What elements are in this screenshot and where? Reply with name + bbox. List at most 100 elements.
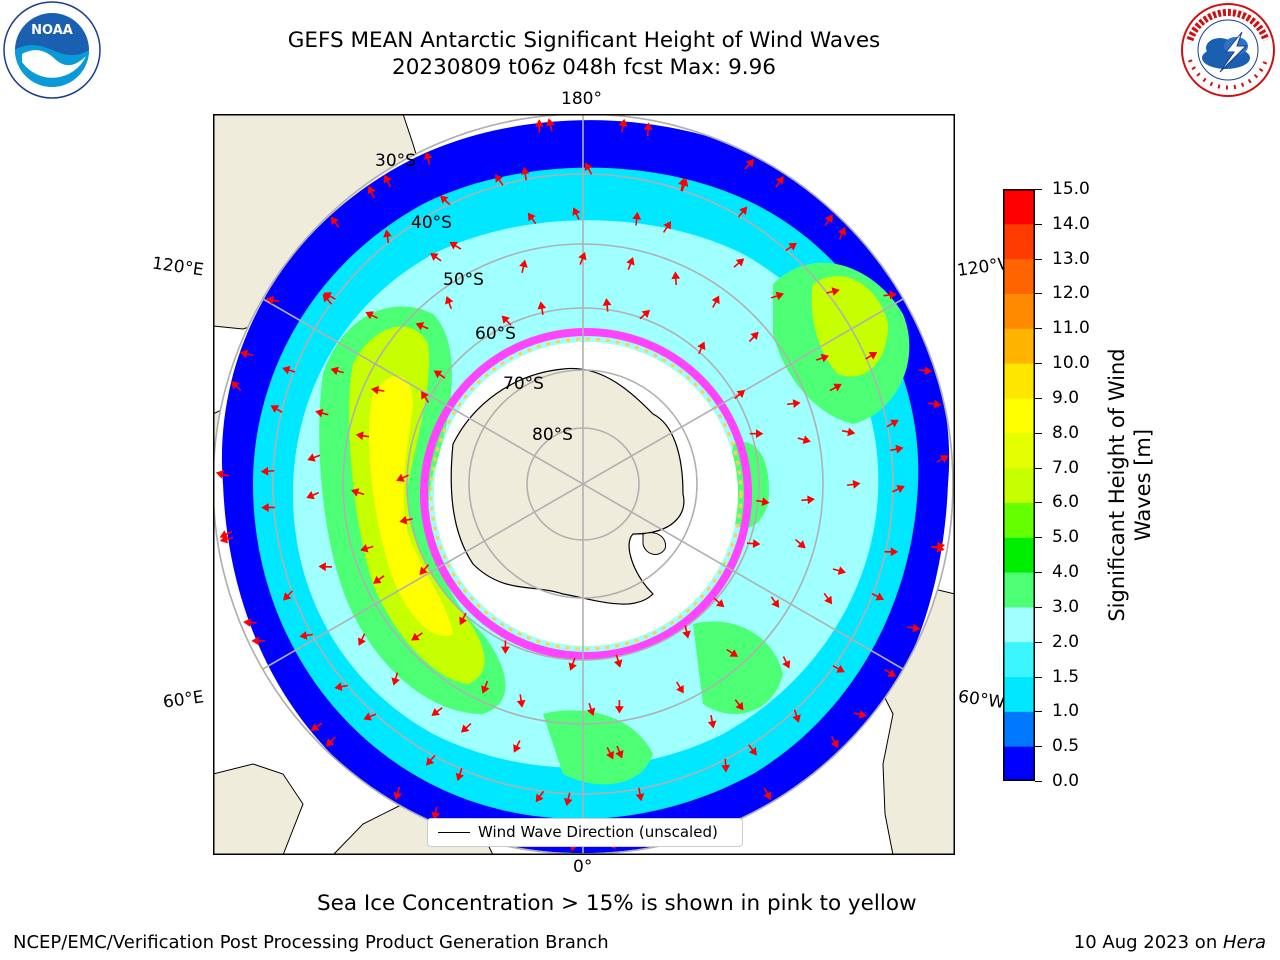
wind-wave-arrow [615,745,624,759]
wind-wave-arrow [513,740,522,753]
wind-wave-arrow [890,444,904,454]
colorbar-swatch [1003,606,1035,643]
wind-wave-arrow [711,295,720,308]
wind-wave-arrow [325,736,336,747]
wind-wave-arrow [846,480,861,489]
lat-label-80s: 80°S [532,425,573,445]
wind-wave-arrow [936,455,949,463]
wind-wave-arrow [578,251,587,265]
colorbar-tick-mark [1035,641,1042,643]
wind-wave-arrow [399,515,413,525]
wind-wave-arrow [527,212,537,225]
wind-wave-arrow [431,707,443,716]
wind-wave-arrow [363,712,377,721]
wind-wave-arrow [748,744,757,756]
wind-wave-arrow [734,699,744,711]
colorbar-tick-label: 4.0 [1052,562,1080,583]
wind-wave-arrow [586,702,596,717]
wind-wave-arrow [671,271,681,286]
wind-wave-arrow [330,216,340,229]
colorbar-tick-label: 0.5 [1052,736,1080,757]
colorbar-tick-label: 2.0 [1052,631,1080,652]
wind-wave-arrow [785,242,797,252]
wind-wave-arrow [931,542,946,551]
wind-wave-arrow [243,618,257,627]
wind-wave-arrow [535,790,545,803]
wind-wave-arrow [678,177,687,192]
wind-wave-arrow [797,435,811,444]
wind-wave-arrow [572,207,581,220]
colorbar-tick-label: 1.5 [1052,666,1080,687]
colorbar-tick-mark [1035,537,1042,539]
chart-title: GEFS MEAN Antarctic Significant Height o… [287,28,881,53]
wind-wave-arrow [613,654,623,668]
wind-wave-arrow [697,341,706,355]
wind-wave-arrow [815,353,830,363]
wind-wave-arrow [927,399,942,409]
wind-wave-arrow [383,174,392,188]
colorbar-swatch [1003,258,1035,294]
map-frame [213,114,955,855]
wind-wave-arrow [239,349,254,359]
wind-wave-arrow [219,530,233,539]
wind-wave-arrow [782,656,791,669]
legend-label: Wind Wave Direction (unscaled) [478,823,718,841]
colorbar-tick-mark [1035,502,1042,504]
wind-wave-arrow [520,166,530,181]
colorbar-tick-mark [1035,432,1042,434]
wind-wave-arrow [568,657,577,671]
colorbar-swatch [1003,328,1035,364]
colorbar-tick-label: 7.0 [1052,457,1080,478]
wind-wave-arrow [367,185,376,199]
wind-wave-arrow [823,592,833,605]
lon-label-180: 180° [561,89,602,109]
colorbar-tick-mark [1035,676,1042,678]
wind-wave-arrow [433,370,446,379]
wind-wave-arrow [830,735,839,749]
wind-wave-arrow [792,709,801,723]
wind-wave-arrow [906,623,921,633]
nws-logo-icon [1181,3,1275,97]
wind-wave-arrow [444,296,454,310]
wind-wave-arrow [865,351,878,360]
wind-wave-arrow [365,311,378,320]
noaa-logo-text: NOAA [31,23,73,38]
colorbar-tick-label: 9.0 [1052,387,1080,408]
wind-wave-arrow [871,592,885,601]
lat-label-70s: 70°S [503,374,544,394]
wind-wave-arrow [626,257,635,270]
wind-wave-arrow [270,405,283,413]
wind-wave-arrow [643,122,653,136]
wind-wave-arrow [775,175,784,188]
wind-wave-arrow [662,221,672,233]
wind-wave-arrow [787,399,801,408]
colorbar-swatch [1003,189,1035,225]
colorbar-swatch [1003,293,1035,329]
colorbar-swatch [1003,641,1035,678]
wind-wave-arrow [310,722,323,731]
lat-label-40s: 40°S [411,213,452,233]
wind-wave-arrow [306,491,320,500]
wind-wave-arrow [884,668,896,677]
wind-wave-arrow [231,381,242,392]
colorbar-tick-mark [1035,293,1042,295]
colorbar-tick-label: 14.0 [1052,213,1090,234]
wind-wave-arrow [455,767,465,782]
wind-wave-arrow [261,503,275,512]
lat-label-60s: 60°S [475,324,516,344]
wind-wave-arrow [426,754,436,766]
wind-wave-arrow [355,431,370,441]
colorbar-tick-mark [1035,189,1042,190]
lon-label-60e: 60°E [161,687,206,713]
colorbar-tick-mark [1035,781,1042,782]
colorbar-tick-mark [1035,606,1042,608]
wind-wave-arrow [501,315,512,326]
wind-wave-arrow [602,298,612,312]
wind-wave-arrow [883,290,897,300]
wind-wave-arrow [563,792,573,807]
wind-wave-arrow [614,699,624,714]
wind-wave-arrow [371,385,385,395]
noaa-logo-icon: NOAA [3,1,101,99]
wind-wave-arrow [318,562,333,572]
wind-wave-arrow [918,366,933,376]
